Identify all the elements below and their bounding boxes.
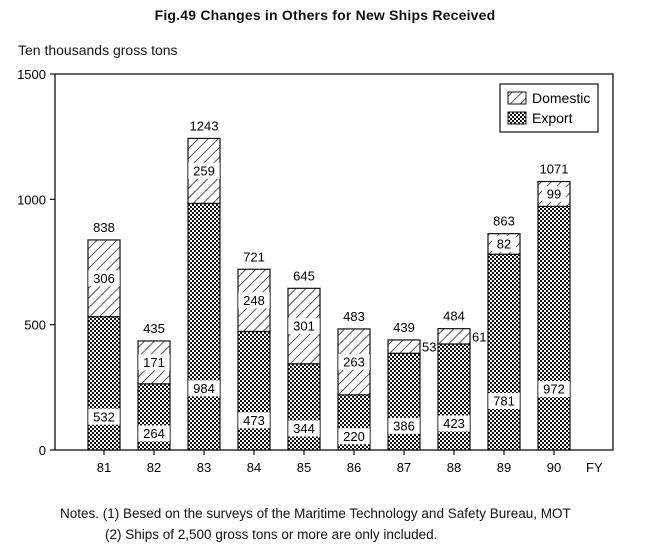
bar-export-85 — [287, 363, 321, 451]
bar-export-88 — [437, 343, 471, 451]
y-tick-label-500: 500 — [24, 318, 46, 333]
note-1: Notes. (1) Besed on the surveys of the M… — [60, 506, 571, 521]
data-label-export-83: 984 — [193, 381, 215, 396]
data-label-export-82: 264 — [143, 426, 165, 441]
data-label-total-81: 838 — [93, 220, 115, 235]
data-label-total-83: 1243 — [190, 118, 219, 133]
data-label-export-88-bg — [438, 415, 470, 432]
y-tick-label-1000: 1000 — [17, 192, 46, 207]
legend: Domestic Export — [499, 83, 599, 133]
data-label-domestic-82-bg — [138, 354, 170, 371]
x-tick-label-87: 87 — [397, 460, 411, 475]
bar-export-83 — [187, 202, 221, 451]
legend-swatch-export — [507, 111, 527, 125]
data-label-export-86-bg — [338, 428, 370, 445]
figure-title: Fig.49 Changes in Others for New Ships R… — [154, 7, 496, 23]
data-label-export-84: 473 — [243, 413, 265, 428]
data-label-export-85: 344 — [293, 421, 315, 436]
data-label-domestic-82: 171 — [143, 355, 165, 370]
data-label-domestic-90-bg — [542, 185, 566, 202]
bar-export-84 — [237, 330, 271, 451]
y-axis-label: Ten thousands gross tons — [18, 42, 178, 58]
data-label-export-81: 532 — [93, 409, 115, 424]
legend-label-export: Export — [532, 110, 573, 126]
bar-domestic-88 — [437, 328, 471, 345]
data-label-domestic-81-bg — [88, 270, 120, 287]
data-label-export-83-bg — [188, 380, 220, 397]
legend-swatch-domestic — [507, 91, 527, 105]
data-label-total-88: 484 — [443, 309, 465, 324]
bar-domestic-87 — [387, 339, 421, 354]
data-label-export-81-bg — [88, 408, 120, 425]
bar-export-90 — [537, 205, 571, 451]
data-label-total-90: 1071 — [540, 162, 569, 177]
bar-export-89 — [487, 253, 521, 451]
data-label-total-84: 721 — [243, 249, 265, 264]
data-label-export-87-bg — [388, 417, 420, 434]
data-label-export-90: 972 — [543, 382, 565, 397]
data-label-total-89: 863 — [493, 214, 515, 229]
x-axis-label: FY — [586, 460, 603, 475]
data-label-domestic-89: 82 — [497, 237, 511, 252]
data-label-domestic-89-bg — [492, 235, 516, 252]
x-tick-label-85: 85 — [297, 460, 311, 475]
data-label-domestic-86: 263 — [343, 354, 365, 369]
data-label-domestic-86-bg — [338, 353, 370, 370]
bar-export-87 — [387, 352, 421, 451]
data-label-export-89-bg — [488, 393, 520, 410]
y-tick-label-0: 0 — [39, 443, 46, 458]
data-label-export-87: 386 — [393, 418, 415, 433]
x-tick-label-81: 81 — [97, 460, 111, 475]
data-label-total-82: 435 — [143, 321, 165, 336]
y-tick-label-1500: 1500 — [17, 67, 46, 82]
data-label-export-82-bg — [138, 425, 170, 442]
x-tick-label-89: 89 — [497, 460, 511, 475]
note-2: (2) Ships of 2,500 gross tons or more ar… — [105, 527, 438, 542]
data-label-export-89: 781 — [493, 394, 515, 409]
data-label-domestic-88: 61 — [472, 329, 486, 344]
data-label-domestic-87: 53 — [422, 340, 436, 355]
bar-export-81 — [87, 316, 121, 451]
data-label-domestic-85: 301 — [293, 319, 315, 334]
x-tick-label-88: 88 — [447, 460, 461, 475]
notes: Notes. (1) Besed on the surveys of the M… — [60, 503, 571, 545]
x-tick-label-84: 84 — [247, 460, 261, 475]
data-label-domestic-81: 306 — [93, 271, 115, 286]
data-label-total-85: 645 — [293, 268, 315, 283]
x-tick-label-82: 82 — [147, 460, 161, 475]
data-label-export-90-bg — [538, 381, 570, 398]
x-tick-label-90: 90 — [547, 460, 561, 475]
data-label-export-88: 423 — [443, 416, 465, 431]
x-tick-label-86: 86 — [347, 460, 361, 475]
data-label-export-84-bg — [238, 412, 270, 429]
x-tick-label-83: 83 — [197, 460, 211, 475]
data-label-total-87: 439 — [393, 320, 415, 335]
data-label-domestic-83: 259 — [193, 163, 215, 178]
data-label-total-86: 483 — [343, 309, 365, 324]
plot-frame — [54, 73, 614, 451]
data-label-domestic-84-bg — [238, 292, 270, 309]
data-label-export-86: 220 — [343, 429, 365, 444]
legend-label-domestic: Domestic — [532, 90, 590, 106]
data-label-domestic-84: 248 — [243, 293, 265, 308]
data-label-domestic-85-bg — [288, 318, 320, 335]
data-label-domestic-83-bg — [188, 162, 220, 179]
data-label-domestic-90: 99 — [547, 187, 561, 202]
data-label-export-85-bg — [288, 420, 320, 437]
